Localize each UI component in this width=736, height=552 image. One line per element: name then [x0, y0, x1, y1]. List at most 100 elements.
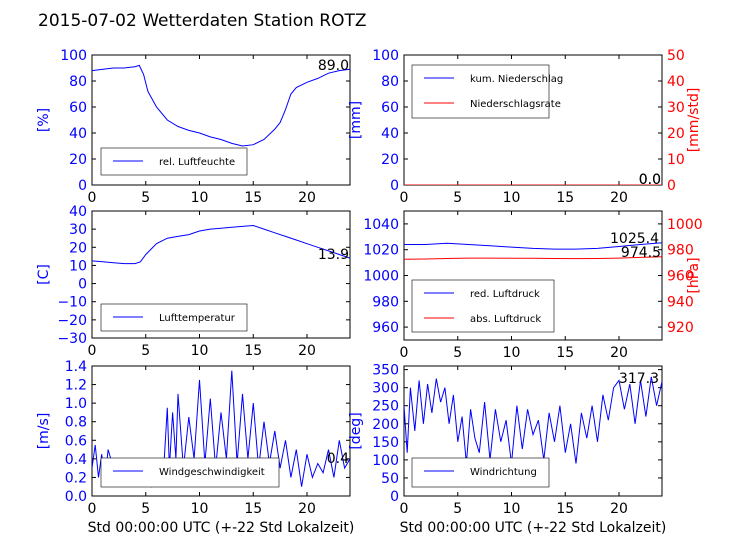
y-axis-label: [C]	[36, 264, 52, 285]
y-tick-label: 0.4	[65, 452, 87, 468]
x-tick-label: 5	[141, 190, 150, 206]
x-axis-label-left: Std 00:00:00 UTC (+-22 Std Lokalzeit)	[88, 520, 355, 536]
x-tick-label: 10	[503, 345, 521, 361]
y2-tick-label: 30	[667, 100, 685, 116]
legend: kum. Niederschlag Niederschlagsrate	[411, 64, 563, 119]
y-tick-label: −10	[57, 295, 87, 311]
y2-tick-label: 50	[667, 48, 685, 64]
x-axis-label-right: Std 00:00:00 UTC (+-22 Std Lokalzeit)	[400, 520, 667, 536]
x-tick-label: 5	[141, 343, 150, 359]
y-tick-label: 1000	[363, 269, 399, 285]
x-tick-label: 10	[191, 343, 209, 359]
chart-panel-3: 0 5 10 15 20 −30 −20 −10 0 10 20 30 40 [C] Lufttempera…	[36, 204, 351, 359]
plot-frame	[403, 365, 663, 497]
legend-label: Lufttemperatur	[159, 313, 236, 324]
series-line-1	[92, 64, 350, 147]
y-tick-label: 1.2	[65, 378, 87, 394]
series-line-1	[404, 242, 662, 250]
value-annotation: 974.5	[621, 245, 661, 261]
chart-panel-5: 0 5 10 15 20 0.0 0.2 0.4 0.6 0.8 1.0 1.2 1.4 [m/s] Win…	[36, 359, 351, 517]
plot-frame	[91, 210, 351, 339]
value-annotation: 317.3	[619, 371, 659, 387]
plot-frame	[91, 365, 351, 497]
legend-label: Windgeschwindigkeit	[159, 467, 265, 478]
y-tick-label: −20	[57, 313, 87, 329]
x-tick-label: 5	[453, 501, 462, 517]
y-axis-label: [%]	[36, 108, 52, 132]
y-tick-label: 40	[69, 204, 87, 220]
y-tick-label: 300	[372, 381, 399, 397]
y-tick-label: 0	[78, 277, 87, 293]
y-tick-label: 0	[78, 178, 87, 194]
legend-label: red. Luftdruck	[470, 289, 540, 300]
y-tick-label: 1.0	[65, 396, 87, 412]
x-tick-label: 0	[400, 501, 409, 517]
y-tick-label: 0	[390, 178, 399, 194]
x-tick-label: 15	[244, 190, 262, 206]
y-tick-label: 60	[69, 100, 87, 116]
x-tick-label: 0	[88, 501, 97, 517]
y-tick-label: 150	[372, 435, 399, 451]
x-tick-label: 20	[298, 501, 316, 517]
y-tick-label: 50	[381, 471, 399, 487]
x-tick-label: 10	[503, 501, 521, 517]
y-tick-label: 350	[372, 363, 399, 379]
legend-box	[100, 457, 280, 488]
y-tick-label: 80	[381, 74, 399, 90]
x-tick-label: 20	[298, 190, 316, 206]
y-tick-label: 980	[372, 294, 399, 310]
value-annotation: 89.0	[318, 58, 349, 74]
y-tick-label: 10	[69, 258, 87, 274]
legend: Windgeschwindigkeit	[100, 457, 280, 488]
y2-tick-label: 40	[667, 74, 685, 90]
x-tick-label: 15	[244, 343, 262, 359]
value-annotation: 1025.4	[610, 231, 659, 247]
x-tick-label: 0	[400, 190, 409, 206]
value-annotation: 0.4	[327, 451, 349, 467]
legend-label: rel. Luftfeuchte	[159, 157, 235, 168]
chart-panel-4: 0 5 10 15 20 960 980 1000 1020 1040 920 940 960 980 10…	[363, 210, 703, 361]
x-tick-label: 15	[556, 345, 574, 361]
legend-label: Niederschlagsrate	[470, 99, 561, 110]
x-tick-label: 0	[400, 345, 409, 361]
x-tick-label: 5	[141, 501, 150, 517]
legend: Windrichtung	[411, 457, 550, 488]
y-tick-label: 0.2	[65, 470, 87, 486]
x-tick-label: 10	[191, 501, 209, 517]
value-annotation: 13.9	[318, 247, 349, 263]
chart-panel-1: 0 5 10 15 20 0 20 40 60 80 100 [%] rel. Luftfeuchte 8…	[36, 48, 351, 206]
y-tick-label: 30	[69, 222, 87, 238]
y-tick-label: 20	[381, 152, 399, 168]
y-axis-label: [m/s]	[36, 413, 52, 450]
series-line-2	[404, 256, 662, 260]
y-tick-label: 1020	[363, 243, 399, 259]
x-tick-label: 5	[453, 190, 462, 206]
y2-axis-label: [mm/std]	[686, 88, 702, 153]
y-tick-label: 0	[390, 489, 399, 505]
y-tick-label: 40	[381, 126, 399, 142]
series-line-1	[92, 224, 350, 265]
legend: rel. Luftfeuchte	[100, 147, 248, 176]
y-tick-label: 200	[372, 417, 399, 433]
x-tick-label: 20	[298, 343, 316, 359]
y2-tick-label: 960	[667, 269, 694, 285]
value-annotation: 0.0	[639, 172, 661, 188]
y-tick-label: 0.6	[65, 433, 87, 449]
x-tick-label: 10	[191, 190, 209, 206]
x-tick-label: 15	[556, 190, 574, 206]
series-line-1	[404, 376, 662, 464]
chart-panel-6: 0 5 10 15 20050100150200250300350[deg]Windri…	[348, 363, 663, 517]
x-tick-label: 0	[88, 343, 97, 359]
chart-title: 2015-07-02 Wetterdaten Station ROTZ	[38, 11, 367, 31]
y-tick-label: 0.0	[65, 489, 87, 505]
y-tick-label: 0.8	[65, 415, 87, 431]
y-tick-label: 20	[69, 240, 87, 256]
y2-tick-label: 10	[667, 152, 685, 168]
value-annotation: 0.0	[639, 172, 661, 188]
y2-tick-label: 20	[667, 126, 685, 142]
chart-panel-2: 0 5 10 15 20 0 20 40 60 80 100 0 10 20 30 40 50 [mm/std] […	[348, 48, 702, 206]
y2-tick-label: 940	[667, 294, 694, 310]
legend: red. Luftdruck abs. Luftdruck	[411, 279, 555, 333]
y-tick-label: 100	[372, 453, 399, 469]
